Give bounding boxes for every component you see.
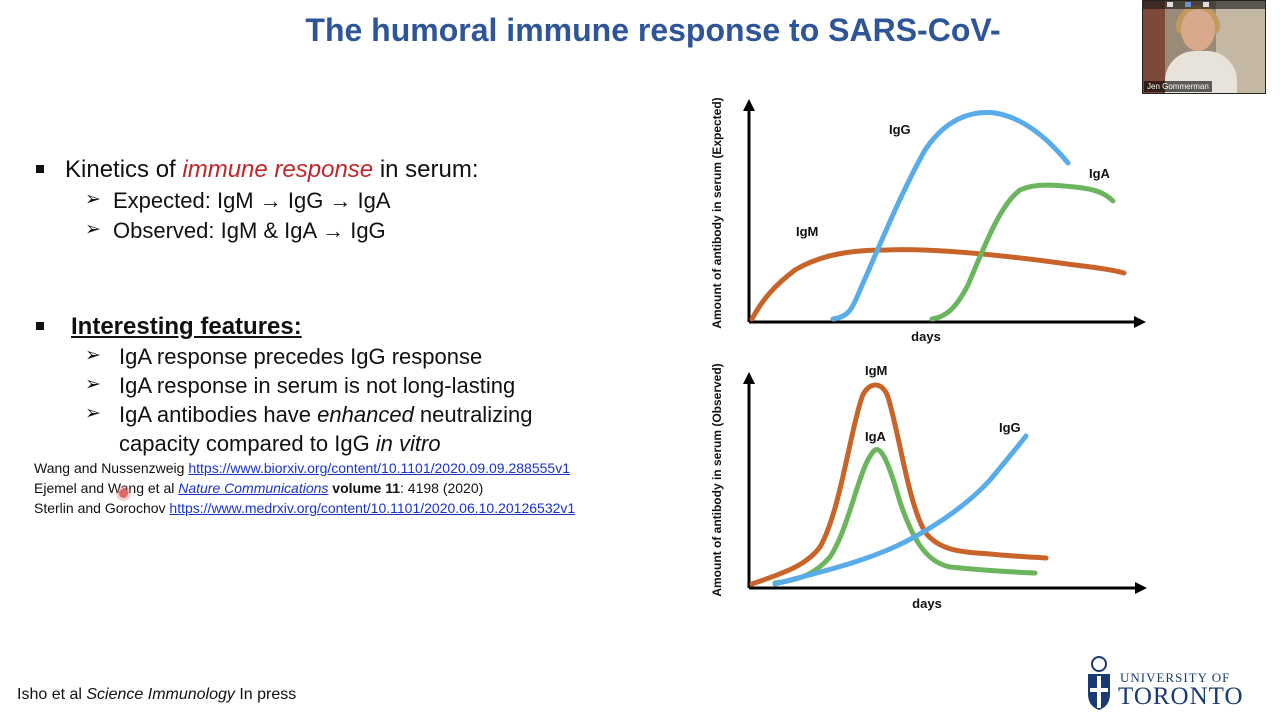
video-control-icon[interactable] bbox=[1167, 2, 1173, 7]
video-person-head bbox=[1181, 9, 1215, 51]
y-axis-label: Amount of antibody in serum (Expected) bbox=[710, 97, 724, 328]
series-line-iga bbox=[772, 447, 1038, 586]
reference-1-authors: Wang and Nussenzweig bbox=[34, 460, 185, 476]
sub-bullet-observed-text: Observed: IgM & IgA → IgG bbox=[113, 218, 386, 243]
chart-expected: IgM IgG IgA days Amount of antibody in s… bbox=[710, 97, 1146, 344]
series-label-iga: IgA bbox=[865, 429, 887, 444]
logo-toronto: TORONTO bbox=[1118, 683, 1244, 710]
series-label-igm: IgM bbox=[796, 224, 818, 239]
reference-2-authors: Ejemel and Wang et al bbox=[34, 480, 175, 496]
laser-pointer bbox=[119, 489, 128, 498]
sub-bullet-observed: ➢ Observed: IgM & IgA → IgG bbox=[85, 218, 386, 244]
reference-3-link[interactable]: https://www.medrxiv.org/content/10.1101/… bbox=[169, 500, 576, 516]
arrow-bullet-icon: ➢ bbox=[85, 403, 101, 424]
reference-2: Ejemel and Wang et al Nature Communicati… bbox=[34, 480, 483, 496]
arrow-bullet-icon: ➢ bbox=[85, 374, 101, 395]
series-line-igg bbox=[830, 109, 1071, 322]
participant-name: Jen Gommerman bbox=[1144, 81, 1212, 92]
x-axis-arrow-icon bbox=[1134, 316, 1146, 328]
bullet-kinetics: Kinetics of immune response in serum: bbox=[36, 156, 479, 184]
reference-3: Sterlin and Gorochov https://www.medrxiv… bbox=[34, 500, 575, 516]
bullet-features-heading: Interesting features: bbox=[71, 313, 302, 340]
sub-bullet-feature-3-line2-emphasis: in vitro bbox=[375, 431, 441, 456]
bullet-kinetics-post: in serum: bbox=[373, 156, 479, 183]
chart-observed: IgM IgA IgG days Amount of antibody in s… bbox=[710, 363, 1147, 611]
square-bullet-icon bbox=[36, 322, 44, 330]
bullet-kinetics-pre: Kinetics of bbox=[65, 156, 183, 183]
university-logo: UNIVERSITY OF TORONTO bbox=[1082, 652, 1262, 714]
reference-1: Wang and Nussenzweig https://www.biorxiv… bbox=[34, 460, 570, 476]
y-axis-label: Amount of antibody in serum (Observed) bbox=[710, 363, 724, 596]
arrow-bullet-icon: ➢ bbox=[85, 219, 101, 240]
bullet-kinetics-emphasis: immune response bbox=[182, 156, 374, 183]
series-label-igg: IgG bbox=[889, 122, 911, 137]
square-bullet-icon bbox=[36, 165, 44, 173]
reference-2-volume: volume 11 bbox=[332, 480, 400, 496]
slide-title: The humoral immune response to SARS-CoV- bbox=[305, 12, 1001, 48]
citation: Isho et al Science Immunology In press bbox=[17, 686, 296, 704]
participant-video-tile[interactable]: Jen Gommerman bbox=[1142, 0, 1266, 94]
sub-bullet-feature-3-line2: capacity compared to IgG in vitro bbox=[119, 431, 441, 457]
sub-bullet-feature-3-line2-pre: capacity compared to IgG bbox=[119, 431, 376, 456]
sub-bullet-feature-1: ➢ IgA response precedes IgG response bbox=[85, 344, 482, 370]
reference-2-rest: : 4198 (2020) bbox=[400, 480, 484, 496]
series-line-igg bbox=[772, 433, 1029, 587]
video-tile-controls[interactable] bbox=[1143, 1, 1265, 9]
chart-observed-axes bbox=[743, 372, 1147, 594]
arrow-bullet-icon: ➢ bbox=[85, 345, 101, 366]
video-control-icon[interactable] bbox=[1203, 2, 1209, 7]
sub-bullet-feature-3-emphasis: enhanced bbox=[317, 402, 414, 427]
series-label-igm: IgM bbox=[865, 363, 887, 378]
series-line-igm bbox=[749, 382, 1049, 587]
x-axis-label: days bbox=[912, 596, 942, 611]
y-axis-arrow-icon bbox=[743, 99, 755, 111]
reference-3-authors: Sterlin and Gorochov bbox=[34, 500, 166, 516]
series-line-igm bbox=[749, 247, 1127, 322]
sub-bullet-feature-2-text: IgA response in serum is not long-lastin… bbox=[119, 373, 516, 398]
sub-bullet-expected-text: Expected: IgM → IgG → IgA bbox=[113, 188, 391, 213]
citation-journal: Science Immunology bbox=[86, 686, 235, 703]
x-axis-arrow-icon bbox=[1135, 582, 1147, 594]
series-line-iga bbox=[929, 182, 1116, 322]
sub-bullet-feature-3-pre: IgA antibodies have bbox=[119, 402, 318, 427]
chart-expected-axes bbox=[743, 99, 1146, 328]
arrow-bullet-icon: ➢ bbox=[85, 189, 101, 210]
citation-pre: Isho et al bbox=[17, 686, 87, 703]
sub-bullet-feature-3: ➢ IgA antibodies have enhanced neutraliz… bbox=[85, 402, 532, 428]
reference-2-journal-link[interactable]: Nature Communications bbox=[178, 480, 329, 496]
logo-university-of: UNIVERSITY OF bbox=[1120, 670, 1231, 685]
citation-post: In press bbox=[234, 686, 297, 703]
sub-bullet-feature-3-post: neutralizing bbox=[413, 402, 533, 427]
y-axis-arrow-icon bbox=[743, 372, 755, 384]
sub-bullet-feature-1-text: IgA response precedes IgG response bbox=[119, 344, 483, 369]
series-label-iga: IgA bbox=[1089, 166, 1111, 181]
crest-icon bbox=[1088, 656, 1110, 710]
series-label-igg: IgG bbox=[999, 420, 1021, 435]
sub-bullet-feature-2: ➢ IgA response in serum is not long-last… bbox=[85, 373, 515, 399]
bullet-features: Interesting features: bbox=[36, 313, 302, 341]
reference-1-link[interactable]: https://www.biorxiv.org/content/10.1101/… bbox=[188, 460, 570, 476]
x-axis-label: days bbox=[911, 329, 941, 344]
video-control-icon[interactable] bbox=[1185, 2, 1191, 7]
sub-bullet-expected: ➢ Expected: IgM → IgG → IgA bbox=[85, 188, 391, 214]
